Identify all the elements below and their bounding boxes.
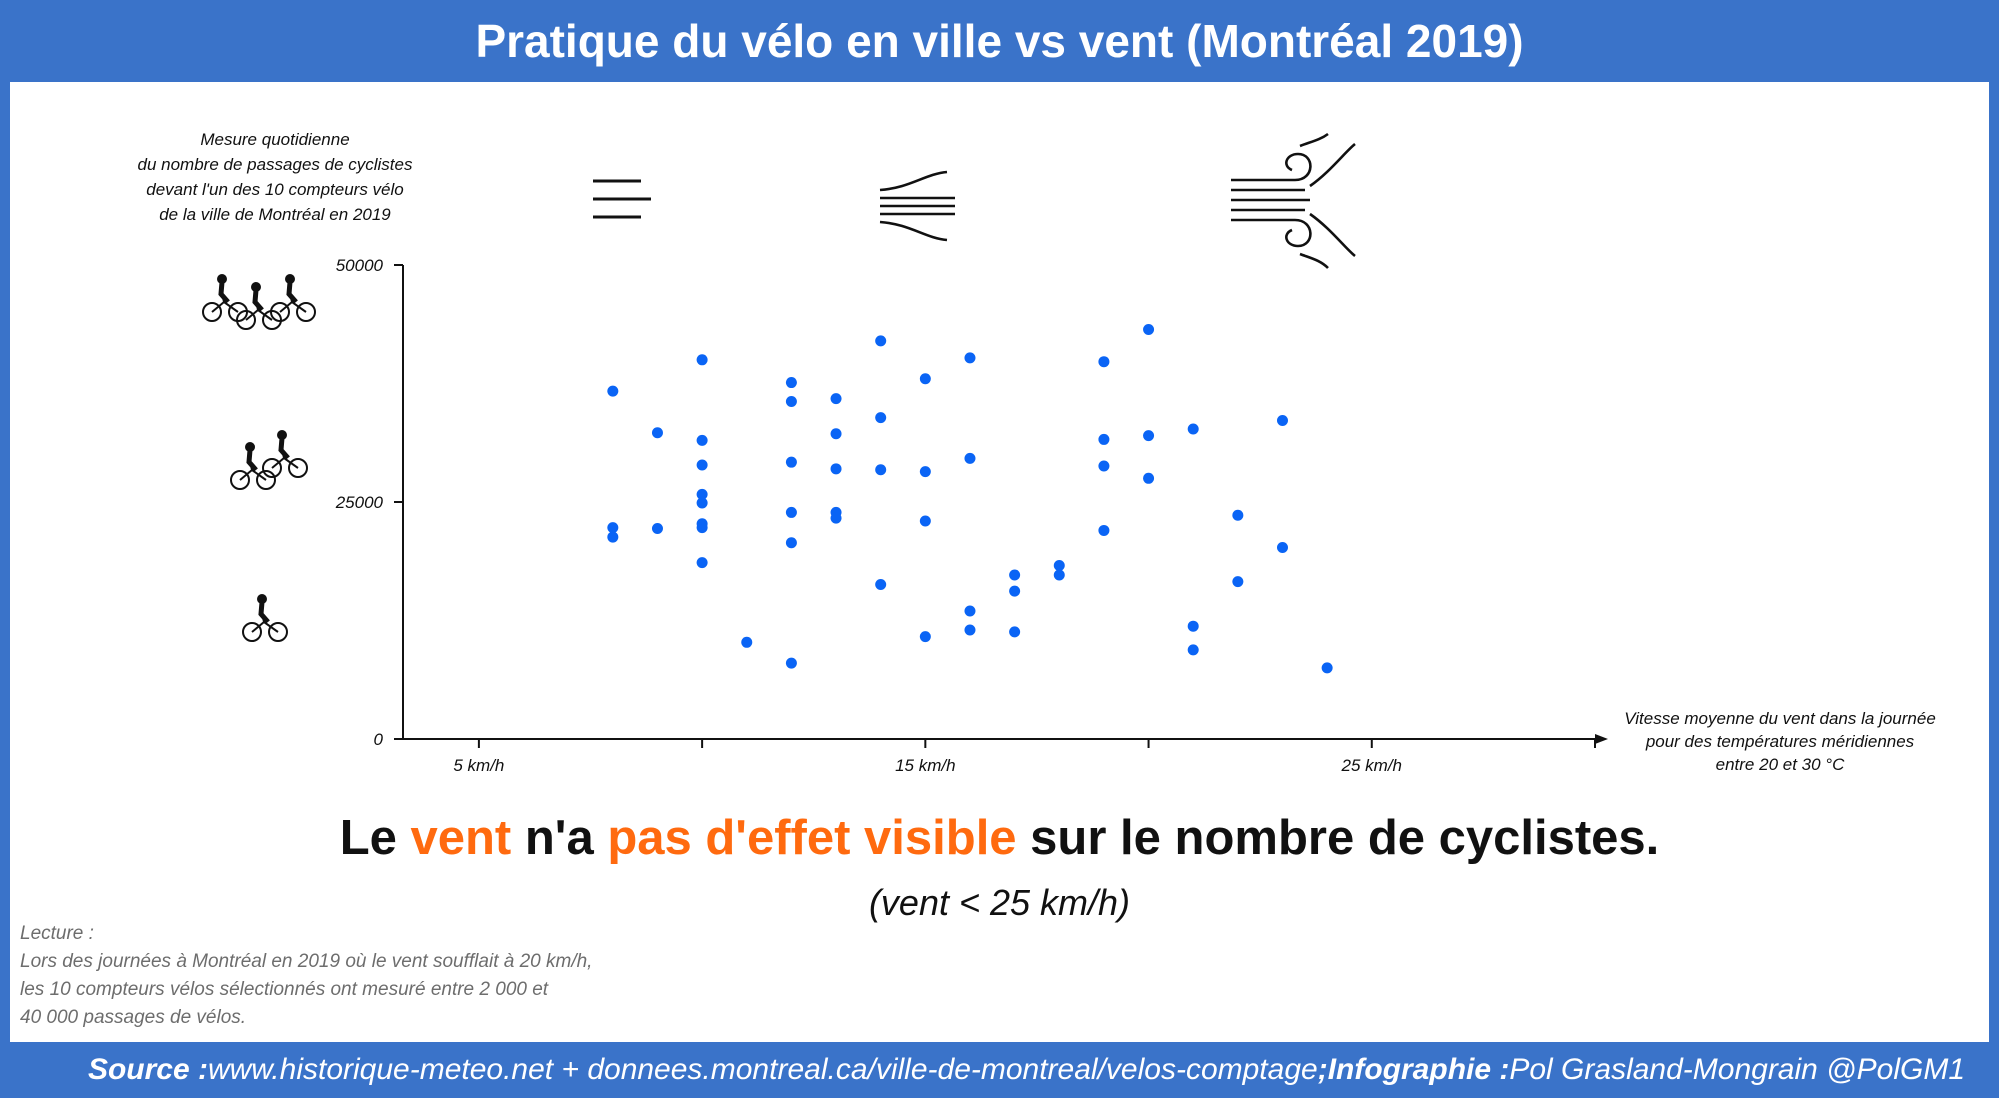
reading-note: Lecture : Lors des journées à Montréal e…	[20, 920, 720, 1032]
x-note-line: pour des températures méridiennes	[1645, 732, 1915, 751]
data-point	[875, 464, 887, 476]
data-point	[785, 377, 797, 389]
x-axis-description: Vitesse moyenne du vent dans la journée …	[1610, 707, 1950, 776]
conclusion-part: Le	[339, 811, 411, 865]
wind-limit-note: (vent < 25 km/h)	[868, 882, 1131, 923]
y-note-line: Mesure quotidienne	[200, 130, 350, 149]
data-point	[919, 631, 931, 643]
data-point	[785, 537, 797, 549]
data-point	[696, 434, 708, 446]
data-point	[875, 578, 887, 590]
y-note-line: devant l'un des 10 compteurs vélo	[146, 180, 404, 199]
data-point	[696, 488, 708, 500]
data-point	[696, 354, 708, 366]
y-note-line: de la ville de Montréal en 2019	[159, 205, 391, 224]
data-point	[1053, 569, 1065, 581]
conclusion-highlight: vent	[410, 811, 512, 865]
data-point	[830, 393, 842, 405]
data-point	[830, 512, 842, 524]
x-tick-label: 25 km/h	[1341, 756, 1402, 775]
x-tick-label: 5 km/h	[453, 756, 504, 775]
y-axis-description: Mesure quotidienne du nombre de passages…	[105, 127, 445, 227]
data-point	[696, 497, 708, 509]
wind-light-icon	[593, 179, 651, 219]
data-point	[696, 459, 708, 471]
data-point	[830, 463, 842, 475]
data-point	[875, 412, 887, 424]
page-title: Pratique du vélo en ville vs vent (Montr…	[475, 15, 1524, 67]
data-point	[1098, 356, 1110, 368]
source-footer: Source : www.historique-meteo.net + donn…	[0, 1042, 1999, 1098]
y-tick-label: 25000	[335, 493, 384, 512]
cyclist-1-icon	[242, 594, 288, 642]
data-point	[1143, 430, 1155, 442]
data-point	[785, 506, 797, 518]
data-point	[607, 385, 619, 397]
reading-line: Lecture :	[20, 923, 94, 944]
reading-line: les 10 compteurs vélos sélectionnés ont …	[20, 979, 549, 1000]
data-point	[651, 523, 663, 535]
data-point	[651, 427, 663, 439]
data-point	[964, 352, 976, 364]
data-point	[1009, 569, 1021, 581]
conclusion-highlight: pas d'effet visible	[607, 811, 1017, 865]
data-point	[830, 428, 842, 440]
data-point	[785, 456, 797, 468]
data-point	[964, 452, 976, 464]
data-point	[1232, 509, 1244, 521]
data-point	[1187, 644, 1199, 656]
cyclist-group-3-icon	[202, 274, 316, 330]
data-point	[785, 657, 797, 669]
data-point	[1098, 524, 1110, 536]
data-point	[1143, 323, 1155, 335]
infographic-author: Pol Grasland-Mongrain @PolGM1	[1509, 1053, 1965, 1086]
data-point	[1187, 423, 1199, 435]
data-point	[607, 522, 619, 534]
footer-separator: ;	[1317, 1053, 1328, 1086]
x-note-line: entre 20 et 30 °C	[1715, 755, 1845, 774]
conclusion-text: Le vent n'a pas d'effet visible sur le n…	[10, 810, 1989, 866]
data-point	[919, 515, 931, 527]
header-bar: Pratique du vélo en ville vs vent (Montr…	[0, 0, 1999, 82]
data-point	[875, 335, 887, 347]
scatter-chart: 0 25000 50000 5 km/h 15 km/h 25 km/h	[202, 132, 1608, 775]
data-point	[919, 466, 931, 478]
data-point	[696, 557, 708, 569]
wind-strong-icon	[1231, 132, 1356, 269]
conclusion-part: n'a	[511, 811, 608, 865]
data-point	[1187, 620, 1199, 632]
data-point	[964, 624, 976, 636]
wind-medium-icon	[879, 170, 955, 242]
reading-line: Lors des journées à Montréal en 2019 où …	[20, 951, 593, 972]
data-point	[696, 522, 708, 534]
infographic-panel: Mesure quotidienne du nombre de passages…	[10, 82, 1989, 1042]
data-point	[1276, 414, 1288, 426]
y-tick-label: 0	[374, 730, 384, 749]
data-point	[785, 396, 797, 408]
data-point	[1009, 585, 1021, 597]
source-label: Source :	[87, 1053, 208, 1086]
data-point	[1232, 576, 1244, 588]
y-tick-label: 50000	[336, 256, 384, 275]
data-point	[1098, 460, 1110, 472]
reading-line: 40 000 passages de vélos.	[20, 1007, 247, 1028]
data-point	[919, 373, 931, 385]
x-tick-label: 15 km/h	[895, 756, 955, 775]
data-point	[1053, 560, 1065, 572]
x-note-line: Vitesse moyenne du vent dans la journée	[1624, 709, 1936, 728]
data-point	[1321, 662, 1333, 674]
cyclist-group-2-icon	[230, 430, 308, 490]
source-text: www.historique-meteo.net + donnees.montr…	[207, 1053, 1318, 1086]
data-point	[1143, 472, 1155, 484]
y-note-line: du nombre de passages de cyclistes	[137, 155, 413, 174]
data-point	[1098, 433, 1110, 445]
data-point	[607, 531, 619, 543]
data-point	[1009, 626, 1021, 638]
conclusion-part: sur le nombre de cyclistes.	[1016, 811, 1660, 865]
data-point	[964, 605, 976, 617]
infographic-label: Infographie :	[1327, 1053, 1510, 1086]
data-point	[1276, 542, 1288, 554]
x-axis-arrow-icon	[1595, 734, 1608, 744]
data-point	[741, 636, 753, 648]
